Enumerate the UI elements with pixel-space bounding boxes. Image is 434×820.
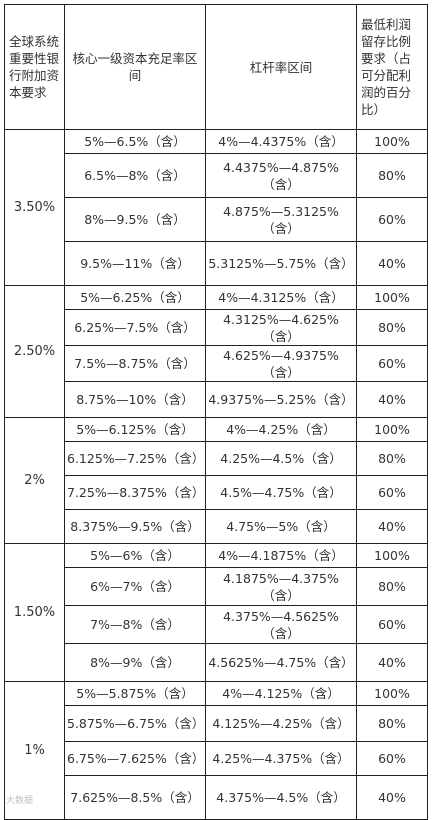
table-row: 5.875%—6.75%（含） 4.125%—4.25%（含） 80% [5, 705, 428, 742]
retention-ratio-cell: 40% [356, 643, 428, 682]
retention-ratio-cell: 80% [356, 309, 428, 346]
leverage-range-cell: 4.375%—4.5625%（含） [205, 605, 357, 644]
cet1-range-cell: 5.875%—6.75%（含） [64, 705, 206, 742]
cet1-range-cell: 5%—6.25%（含） [64, 285, 206, 310]
leverage-range-cell: 4%—4.1875%（含） [205, 543, 357, 568]
retention-ratio-cell: 100% [356, 129, 428, 154]
table-row: 9.5%—11%（含） 5.3125%—5.75%（含） 40% [5, 241, 428, 286]
leverage-range-cell: 4.125%—4.25%（含） [205, 705, 357, 742]
retention-ratio-cell: 60% [356, 197, 428, 242]
table-row: 6.75%—7.625%（含） 4.25%—4.375%（含） 60% [5, 741, 428, 776]
table-header-row: 全球系统重要性银行附加资本要求 核心一级资本充足率区间 杠杆率区间 最低利润留存… [4, 4, 428, 130]
leverage-range-cell: 4.75%—5%（含） [205, 509, 357, 544]
leverage-range-cell: 4.5%—4.75%（含） [205, 475, 357, 510]
leverage-range-cell: 4.3125%—4.625%（含） [205, 309, 357, 346]
cet1-range-cell: 8.75%—10%（含） [64, 381, 206, 418]
surcharge-cell: 1.50% [4, 543, 65, 682]
cet1-range-cell: 7.625%—8.5%（含） [64, 775, 206, 820]
table-row: 1.50% 5%—6%（含） 4%—4.1875%（含） 100% [4, 543, 428, 682]
table-row: 8%—9.5%（含） 4.875%—5.3125%（含） 60% [5, 197, 428, 242]
retention-ratio-cell: 80% [356, 441, 428, 476]
header-cet1-range: 核心一级资本充足率区间 [64, 4, 206, 130]
retention-ratio-cell: 40% [356, 509, 428, 544]
retention-ratio-cell: 80% [356, 153, 428, 198]
cet1-range-cell: 6.75%—7.625%（含） [64, 741, 206, 776]
cet1-range-cell: 5%—6.5%（含） [64, 129, 206, 154]
cet1-range-cell: 8%—9%（含） [64, 643, 206, 682]
leverage-range-cell: 4%—4.4375%（含） [205, 129, 357, 154]
table-row: 8%—9%（含） 4.5625%—4.75%（含） 40% [5, 643, 428, 682]
retention-ratio-cell: 80% [356, 567, 428, 606]
table-row: 6.25%—7.5%（含） 4.3125%—4.625%（含） 80% [5, 309, 428, 346]
cet1-range-cell: 5%—5.875%（含） [64, 681, 206, 706]
retention-ratio-cell: 40% [356, 381, 428, 418]
leverage-range-cell: 4.1875%—4.375%（含） [205, 567, 357, 606]
leverage-range-cell: 4.875%—5.3125%（含） [205, 197, 357, 242]
leverage-range-cell: 4.25%—4.5%（含） [205, 441, 357, 476]
leverage-range-cell: 4%—4.25%（含） [205, 417, 357, 442]
cet1-range-cell: 8.375%—9.5%（含） [64, 509, 206, 544]
cet1-range-cell: 8%—9.5%（含） [64, 197, 206, 242]
table-body: 3.50% 5%—6.5%（含） 4%—4.4375%（含） 100% 6.5%—8%（… [4, 129, 428, 820]
table-row: 2.50% 5%—6.25%（含） 4%—4.3125%（含） 100% [4, 285, 428, 418]
retention-ratio-cell: 60% [356, 475, 428, 510]
leverage-range-cell: 4%—4.3125%（含） [205, 285, 357, 310]
table-row: 6.5%—8%（含） 4.4375%—4.875%（含） 80% [5, 153, 428, 198]
leverage-range-cell: 4%—4.125%（含） [205, 681, 357, 706]
retention-ratio-cell: 80% [356, 705, 428, 742]
table-row: 7%—8%（含） 4.375%—4.5625%（含） 60% [5, 605, 428, 644]
surcharge-cell: 3.50% [4, 129, 65, 286]
cet1-range-cell: 7.5%—8.75%（含） [64, 345, 206, 382]
cet1-range-cell: 6.125%—7.25%（含） [64, 441, 206, 476]
table-row: 2% 5%—6.125%（含） 4%—4.25%（含） 100% [4, 417, 428, 544]
table-row: 7.25%—8.375%（含） 4.5%—4.75%（含） 60% [5, 475, 428, 510]
table-row: 6%—7%（含） 4.1875%—4.375%（含） 80% [5, 567, 428, 606]
retention-ratio-cell: 60% [356, 741, 428, 776]
cet1-range-cell: 6%—7%（含） [64, 567, 206, 606]
header-gsib-surcharge: 全球系统重要性银行附加资本要求 [4, 4, 65, 130]
cet1-range-cell: 9.5%—11%（含） [64, 241, 206, 286]
leverage-range-cell: 4.4375%—4.875%（含） [205, 153, 357, 198]
leverage-range-cell: 4.9375%—5.25%（含） [205, 381, 357, 418]
leverage-range-cell: 4.375%—4.5%（含） [205, 775, 357, 820]
surcharge-cell: 2.50% [4, 285, 65, 418]
surcharge-cell: 2% [4, 417, 65, 544]
table-row: 1% 5%—5.875%（含） 4%—4.125%（含） 100% [4, 681, 428, 820]
retention-ratio-cell: 40% [356, 241, 428, 286]
table-row: 7.625%—8.5%（含） 4.375%—4.5%（含） 40% [5, 775, 428, 820]
cet1-range-cell: 7.25%—8.375%（含） [64, 475, 206, 510]
retention-ratio-cell: 100% [356, 543, 428, 568]
leverage-range-cell: 4.5625%—4.75%（含） [205, 643, 357, 682]
watermark: 大数据 [6, 796, 34, 806]
leverage-range-cell: 4.25%—4.375%（含） [205, 741, 357, 776]
retention-ratio-cell: 60% [356, 605, 428, 644]
cet1-range-cell: 6.25%—7.5%（含） [64, 309, 206, 346]
retention-ratio-cell: 40% [356, 775, 428, 820]
cet1-range-cell: 5%—6%（含） [64, 543, 206, 568]
retention-ratio-cell: 100% [356, 681, 428, 706]
cet1-range-cell: 5%—6.125%（含） [64, 417, 206, 442]
header-leverage-range: 杠杆率区间 [205, 4, 357, 130]
retention-ratio-cell: 100% [356, 285, 428, 310]
header-retention-ratio: 最低利润留存比例要求（占可分配利润的百分比） [356, 4, 428, 130]
retention-ratio-cell: 100% [356, 417, 428, 442]
table-row: 8.75%—10%（含） 4.9375%—5.25%（含） 40% [5, 381, 428, 418]
leverage-range-cell: 4.625%—4.9375%（含） [205, 345, 357, 382]
surcharge-cell: 1% [4, 681, 65, 820]
table-row: 7.5%—8.75%（含） 4.625%—4.9375%（含） 60% [5, 345, 428, 382]
table-row: 3.50% 5%—6.5%（含） 4%—4.4375%（含） 100% [4, 129, 428, 286]
table-row: 8.375%—9.5%（含） 4.75%—5%（含） 40% [5, 509, 428, 544]
leverage-range-cell: 5.3125%—5.75%（含） [205, 241, 357, 286]
retention-ratio-cell: 60% [356, 345, 428, 382]
cet1-range-cell: 7%—8%（含） [64, 605, 206, 644]
capital-buffer-table: 全球系统重要性银行附加资本要求 核心一级资本充足率区间 杠杆率区间 最低利润留存… [4, 4, 428, 820]
cet1-range-cell: 6.5%—8%（含） [64, 153, 206, 198]
table-row: 6.125%—7.25%（含） 4.25%—4.5%（含） 80% [5, 441, 428, 476]
